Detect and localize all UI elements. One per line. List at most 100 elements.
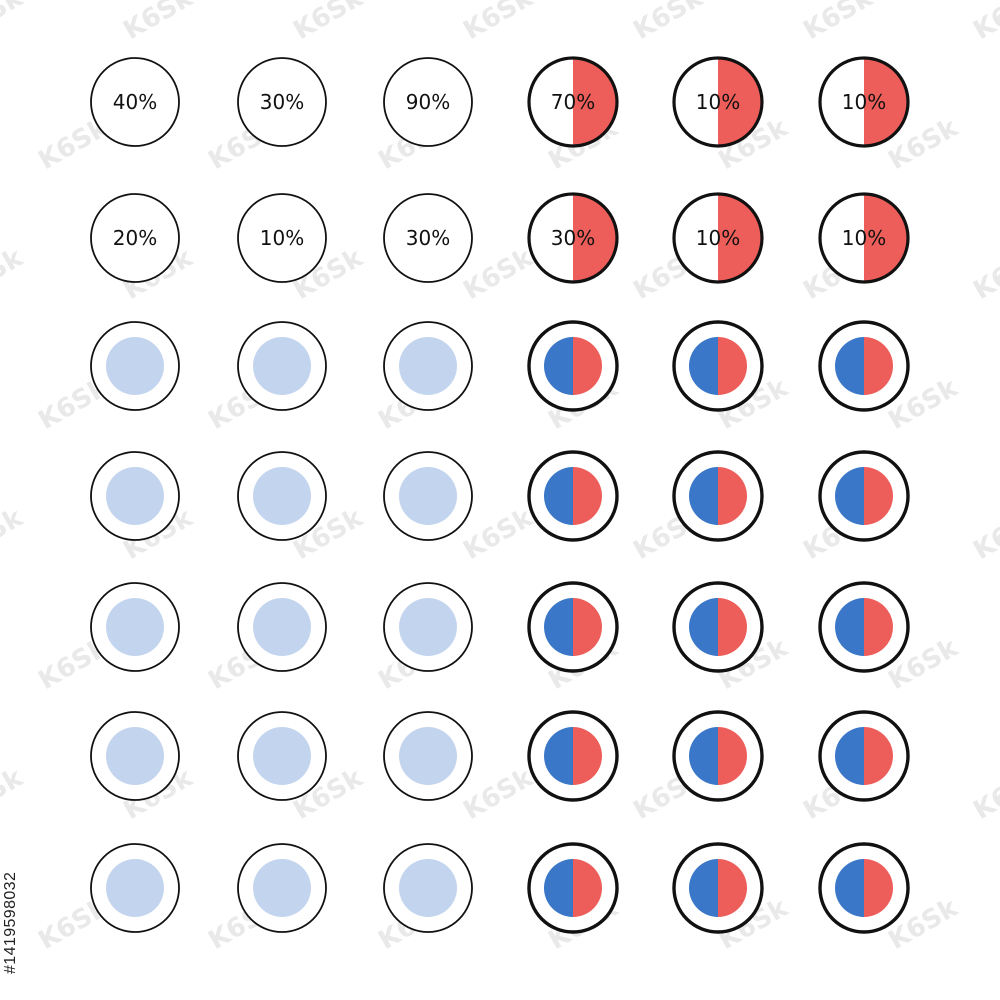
percent-circle-icon: 30% [237,57,327,147]
watermark-text: K6Sk [629,0,709,46]
watermark-text: K6Sk [969,503,1000,566]
light-dot-fill [106,467,164,525]
percent-circle-outline [527,56,619,148]
percent-label: 30% [406,226,450,250]
light-dot-icon [90,451,180,541]
light-dot-fill [106,337,164,395]
split-dot-left-half [544,337,573,395]
split-dot-right-half [573,598,602,656]
dot-ring-outline [672,710,764,802]
split-dot-left-half [835,727,864,785]
split-dot-left-half [544,598,573,656]
watermark-text: K6Sk [0,243,28,306]
light-dot-icon [237,451,327,541]
split-dot-right-half [864,467,893,525]
light-dot-fill [399,337,457,395]
watermark-text: K6Sk [969,763,1000,826]
dot-ring-outline [818,710,910,802]
dot-ring-outline [237,321,327,411]
percent-circle-bg [238,58,326,146]
light-dot-icon [237,711,327,801]
dot-ring-outline [383,321,473,411]
dot-ring-outline [383,451,473,541]
dot-ring-outline [237,451,327,541]
dot-ring-outline [527,450,619,542]
dot-ring-outline [383,711,473,801]
light-dot-fill [106,859,164,917]
dot-ring-outline [90,451,180,541]
percent-label: 90% [406,90,450,114]
percent-circle-bg [91,194,179,282]
split-dot-icon [672,581,764,673]
light-dot-fill [253,859,311,917]
dot-ring-outline [527,842,619,934]
split-dot-left-half [544,727,573,785]
light-dot-icon [237,321,327,411]
dot-ring-outline [818,581,910,673]
percent-circle-icon: 20% [90,193,180,283]
dot-ring-outline [818,450,910,542]
percent-circle-bg [91,58,179,146]
split-dot-icon [527,450,619,542]
dot-ring-outline [672,842,764,934]
watermark-text: K6Sk [969,0,1000,46]
light-dot-fill [399,859,457,917]
light-dot-icon [90,321,180,411]
percent-label: 10% [696,90,740,114]
percent-circle-icon: 70% [527,56,619,148]
percent-circle-outline [383,57,473,147]
light-dot-fill [399,467,457,525]
dot-ring-outline [237,711,327,801]
watermark-text: K6Sk [0,0,28,46]
percent-circle-outline [818,56,910,148]
split-dot-icon [527,710,619,802]
split-dot-left-half [835,337,864,395]
split-dot-icon [672,320,764,412]
percent-circle-outline [90,57,180,147]
split-dot-icon [672,710,764,802]
watermark-text: K6Sk [799,0,879,46]
watermark-text: K6Sk [459,503,539,566]
dot-ring-outline [527,320,619,412]
light-dot-icon [90,711,180,801]
percent-circle-bg [384,194,472,282]
light-dot-icon [237,582,327,672]
light-dot-fill [253,598,311,656]
dot-ring-outline [818,320,910,412]
light-dot-fill [399,598,457,656]
percent-circle-icon: 10% [237,193,327,283]
light-dot-icon [383,582,473,672]
percent-label: 10% [842,90,886,114]
split-dot-right-half [864,727,893,785]
watermark-text: K6Sk [119,0,199,46]
split-dot-right-half [718,727,747,785]
percent-circle-outline [90,193,180,283]
dot-ring-outline [383,843,473,933]
dot-ring-outline [672,581,764,673]
percent-circle-icon: 40% [90,57,180,147]
stock-id-label: #1419598032 [2,871,19,974]
dot-ring-outline [237,843,327,933]
split-dot-right-half [573,859,602,917]
split-dot-left-half [835,598,864,656]
percent-circle-icon: 90% [383,57,473,147]
split-dot-icon [527,842,619,934]
split-dot-right-half [573,467,602,525]
percent-circle-outline [237,57,327,147]
percent-circle-bg [238,194,326,282]
split-dot-icon [527,581,619,673]
percent-circle-icon: 30% [527,192,619,284]
percent-circle-outline [237,193,327,283]
percent-circle-outline [672,56,764,148]
split-dot-left-half [835,467,864,525]
light-dot-fill [253,337,311,395]
light-dot-icon [90,582,180,672]
percent-circle-icon: 30% [383,193,473,283]
watermark-text: K6Sk [969,243,1000,306]
percent-circle-icon: 10% [818,192,910,284]
percent-circle-outline [672,192,764,284]
split-dot-left-half [689,727,718,785]
split-dot-icon [527,320,619,412]
dot-ring-outline [672,320,764,412]
percent-label: 20% [113,226,157,250]
